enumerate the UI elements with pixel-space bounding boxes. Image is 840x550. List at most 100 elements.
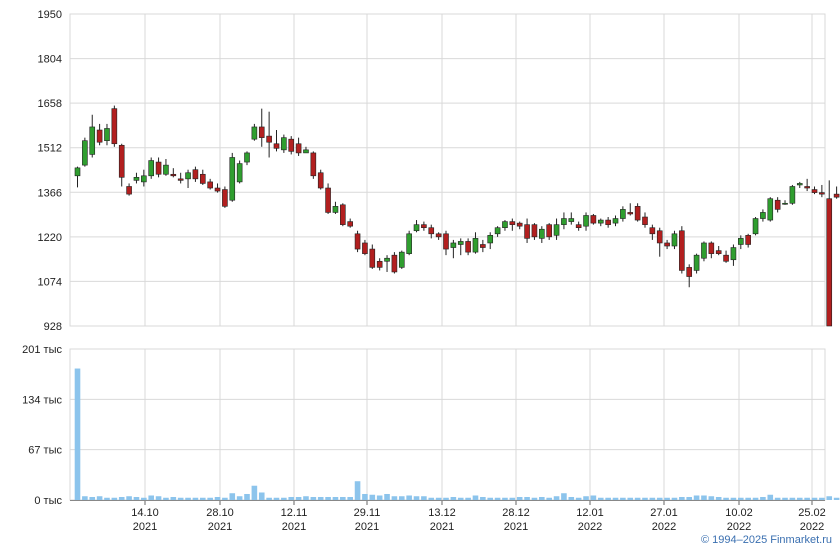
price-tick-label: 1220 bbox=[38, 232, 62, 244]
candle-body bbox=[597, 219, 604, 224]
volume-bar bbox=[804, 497, 810, 500]
price-y-axis: 1950 1804 1658 1512 1366 1220 1074 928 bbox=[38, 9, 62, 333]
candle-body bbox=[266, 135, 272, 143]
candle bbox=[141, 169, 147, 187]
candle-body bbox=[819, 192, 825, 195]
volume-bar bbox=[575, 497, 582, 500]
volume-bar bbox=[170, 496, 177, 500]
candle-body bbox=[686, 267, 693, 277]
candle bbox=[819, 184, 825, 198]
candle-body bbox=[244, 152, 250, 163]
candle-body bbox=[170, 173, 177, 177]
x-tick-day: 28.10 bbox=[206, 507, 234, 519]
candle bbox=[170, 168, 177, 178]
candle-body bbox=[664, 242, 670, 247]
volume-bar bbox=[539, 496, 545, 500]
candle bbox=[767, 197, 774, 222]
candle-body bbox=[273, 143, 280, 149]
candle-body bbox=[406, 233, 412, 254]
candle-body bbox=[649, 227, 656, 235]
volume-bar bbox=[605, 497, 611, 500]
candle-body bbox=[310, 152, 317, 177]
candle bbox=[148, 157, 154, 179]
candle bbox=[266, 111, 272, 158]
candle-body bbox=[796, 183, 803, 186]
candle-body bbox=[642, 216, 648, 225]
candle bbox=[398, 250, 405, 269]
candle-body bbox=[575, 224, 582, 228]
x-tick-day: 10.02 bbox=[725, 507, 753, 519]
candle bbox=[214, 183, 221, 193]
volume-bar bbox=[480, 496, 486, 500]
candle bbox=[701, 241, 707, 262]
volume-bar bbox=[177, 497, 184, 500]
candle-body bbox=[730, 247, 737, 261]
candle-body bbox=[82, 140, 88, 166]
volume-bar bbox=[723, 497, 729, 500]
volume-bar bbox=[760, 496, 766, 500]
candle-body bbox=[568, 218, 575, 222]
candle-body bbox=[767, 198, 774, 221]
volume-bar bbox=[502, 497, 508, 500]
volume-bar bbox=[642, 497, 648, 500]
volume-bar bbox=[634, 497, 641, 500]
candle-body bbox=[421, 224, 427, 228]
candle bbox=[354, 230, 361, 253]
candle bbox=[590, 213, 597, 225]
x-tick-day: 12.11 bbox=[281, 507, 308, 519]
volume-bar bbox=[701, 495, 707, 500]
candle bbox=[826, 180, 833, 327]
candle bbox=[273, 130, 280, 152]
candle-body bbox=[192, 169, 199, 180]
candle-body bbox=[553, 224, 560, 236]
volume-bar bbox=[229, 493, 236, 500]
volume-bar bbox=[391, 496, 398, 500]
x-tick-year: 2021 bbox=[355, 521, 379, 533]
copyright-link[interactable]: © 1994–2025 Finmarket.ru bbox=[700, 534, 832, 546]
volume-bar bbox=[428, 497, 435, 500]
volume-bar bbox=[295, 496, 302, 500]
candle bbox=[281, 134, 287, 153]
candle bbox=[192, 166, 199, 182]
candle-body bbox=[539, 228, 545, 239]
volume-bar bbox=[715, 496, 722, 500]
candle bbox=[111, 105, 118, 147]
candle bbox=[236, 160, 243, 184]
candle-body bbox=[222, 189, 228, 207]
candle bbox=[340, 203, 346, 227]
candle-body bbox=[480, 244, 486, 248]
volume-bar bbox=[207, 497, 213, 500]
candle-body bbox=[708, 242, 715, 254]
volume-bar bbox=[214, 496, 221, 500]
volume-bar bbox=[288, 496, 295, 500]
price-tick-label: 1804 bbox=[38, 54, 62, 66]
candle-body bbox=[561, 218, 567, 225]
candle-body bbox=[472, 238, 479, 253]
candle bbox=[664, 239, 670, 250]
candle bbox=[74, 166, 81, 188]
volume-bar bbox=[457, 497, 464, 500]
candle bbox=[634, 203, 641, 222]
candle bbox=[185, 169, 191, 189]
candle bbox=[413, 220, 420, 233]
volume-bar bbox=[679, 496, 685, 500]
candle-body bbox=[524, 224, 530, 239]
candle bbox=[325, 183, 331, 214]
price-panel-frame bbox=[69, 13, 826, 327]
candle-body bbox=[590, 215, 597, 224]
volume-bar bbox=[671, 497, 678, 500]
volume-bar bbox=[620, 497, 626, 500]
candle bbox=[546, 223, 552, 240]
volume-bar bbox=[332, 496, 339, 500]
candle-body bbox=[583, 215, 589, 227]
volume-bar bbox=[494, 497, 501, 500]
volume-bar bbox=[398, 496, 405, 500]
volume-bar bbox=[281, 497, 287, 500]
candle-body bbox=[155, 161, 162, 175]
candle-body bbox=[384, 257, 390, 262]
volume-bar bbox=[435, 497, 442, 500]
volume-tick-label: 67 тыс bbox=[28, 445, 62, 457]
candle bbox=[686, 264, 693, 288]
price-tick-label: 928 bbox=[44, 321, 62, 333]
candle bbox=[472, 232, 479, 254]
